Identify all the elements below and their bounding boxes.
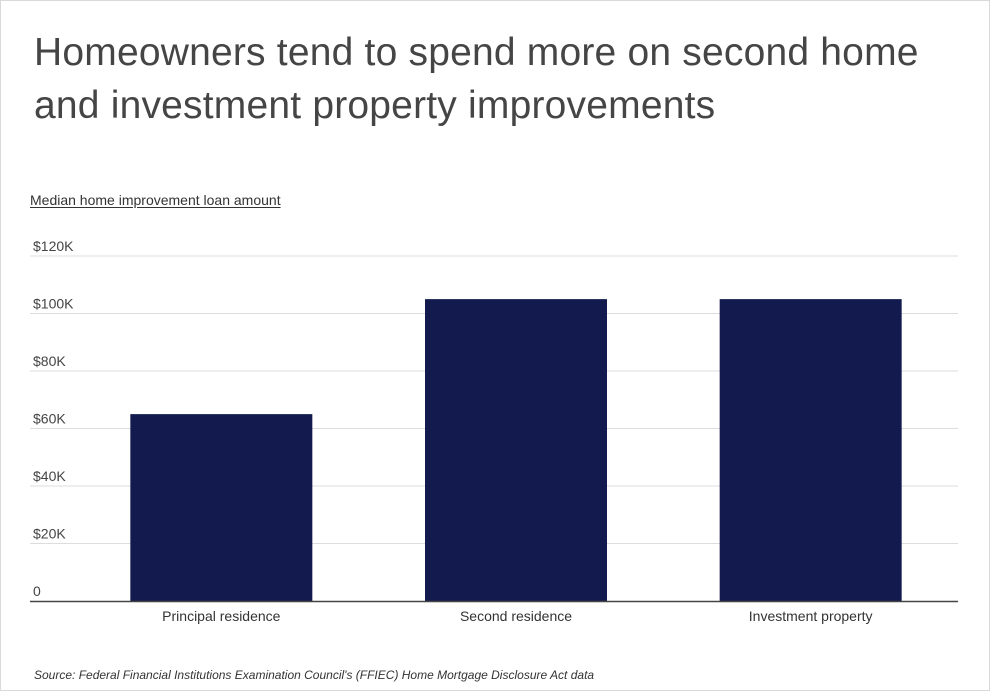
- bars: [130, 299, 902, 601]
- x-category-label: Second residence: [460, 608, 572, 624]
- bar: [130, 414, 313, 601]
- chart-title: Homeowners tend to spend more on second …: [34, 31, 919, 127]
- x-category-labels: Principal residence Second residence Inves…: [162, 608, 872, 624]
- bar: [425, 299, 607, 601]
- x-category-label: Investment property: [749, 608, 873, 624]
- y-axis-title: Median home improvement loan amount: [30, 192, 281, 208]
- y-tick-label: $20K: [33, 526, 66, 542]
- x-category-label: Principal residence: [162, 608, 280, 624]
- y-tick-label: $100K: [33, 296, 74, 312]
- y-tick-labels: 0 $20K $40K $60K $80K $100K $120K: [33, 238, 74, 599]
- y-tick-label: $80K: [33, 353, 66, 369]
- bar: [719, 299, 902, 601]
- y-tick-label: 0: [33, 583, 41, 599]
- y-tick-label: $40K: [33, 468, 66, 484]
- y-tick-label: $120K: [33, 238, 74, 254]
- source-note: Source: Federal Financial Institutions E…: [34, 668, 595, 682]
- y-tick-label: $60K: [33, 411, 66, 427]
